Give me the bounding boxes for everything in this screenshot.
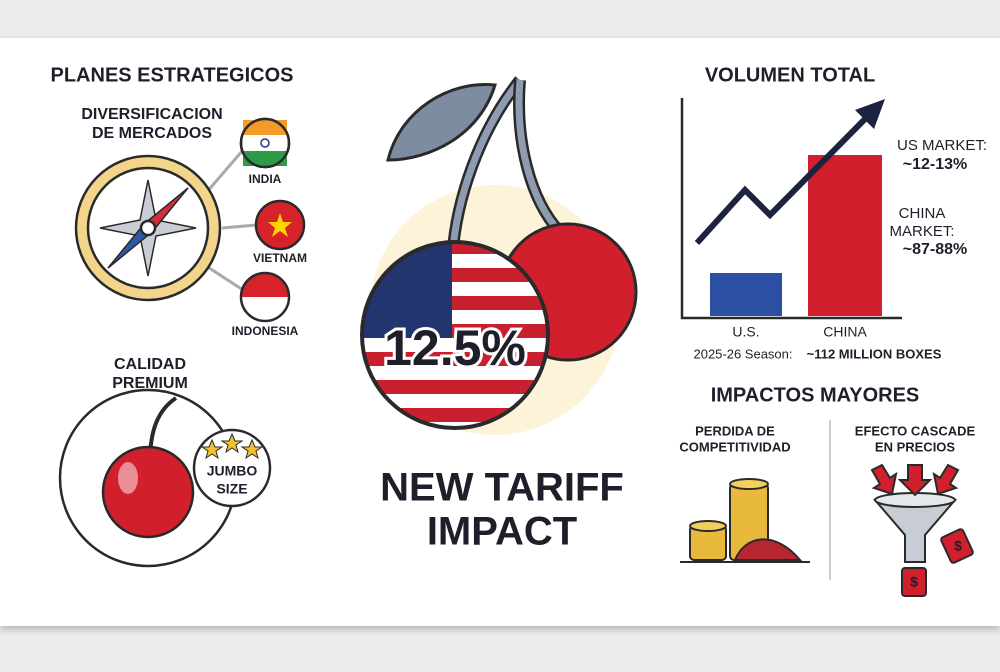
legend-value: ~12-13% bbox=[903, 156, 968, 173]
volume-chart bbox=[680, 98, 902, 320]
flag-india bbox=[239, 117, 291, 169]
coins-icon bbox=[680, 478, 810, 563]
impact-label: EN PRECIOS bbox=[875, 439, 956, 454]
section-title: IMPACTOS MAYORES bbox=[711, 384, 920, 406]
legend-label: US MARKET: bbox=[897, 137, 987, 154]
tariff-cherries bbox=[360, 76, 638, 435]
tariff-rate: 12.5% bbox=[384, 320, 526, 376]
subtitle: DIVERSIFICACION bbox=[81, 106, 222, 123]
main-title: IMPACT bbox=[427, 510, 577, 554]
section-title: VOLUMEN TOTAL bbox=[705, 64, 875, 86]
category-label: U.S. bbox=[732, 324, 759, 340]
market-label: VIETNAM bbox=[253, 251, 307, 265]
compass bbox=[74, 149, 257, 302]
legend-label: MARKET: bbox=[889, 223, 954, 240]
legend-label: CHINA bbox=[899, 205, 946, 222]
subtitle: CALIDAD bbox=[114, 356, 186, 373]
subtitle: PREMIUM bbox=[112, 375, 188, 392]
season-label: 2025-26 Season: bbox=[693, 346, 792, 361]
impact-label: PERDIDA DE bbox=[695, 423, 775, 438]
impact-label: EFECTO CASCADE bbox=[855, 423, 976, 438]
price-tag: $ bbox=[954, 538, 962, 554]
impact-label: COMPETITIVIDAD bbox=[679, 439, 790, 454]
flag-vietnam bbox=[254, 199, 306, 251]
market-label: INDIA bbox=[249, 172, 282, 186]
funnel-icon bbox=[870, 463, 974, 597]
main-title: NEW TARIFF bbox=[380, 466, 624, 510]
badge-text: SIZE bbox=[216, 481, 247, 497]
legend-value: ~87-88% bbox=[903, 241, 968, 258]
price-tag: $ bbox=[910, 574, 918, 590]
badge-text: JUMBO bbox=[207, 463, 258, 479]
subtitle: DE MERCADOS bbox=[92, 125, 212, 142]
category-label: CHINA bbox=[823, 324, 867, 340]
flag-indonesia bbox=[239, 271, 291, 323]
premium-cherry bbox=[58, 388, 272, 568]
section-title: PLANES ESTRATEGICOS bbox=[51, 64, 294, 86]
market-label: INDONESIA bbox=[232, 324, 299, 338]
season-value: ~112 MILLION BOXES bbox=[807, 346, 942, 361]
